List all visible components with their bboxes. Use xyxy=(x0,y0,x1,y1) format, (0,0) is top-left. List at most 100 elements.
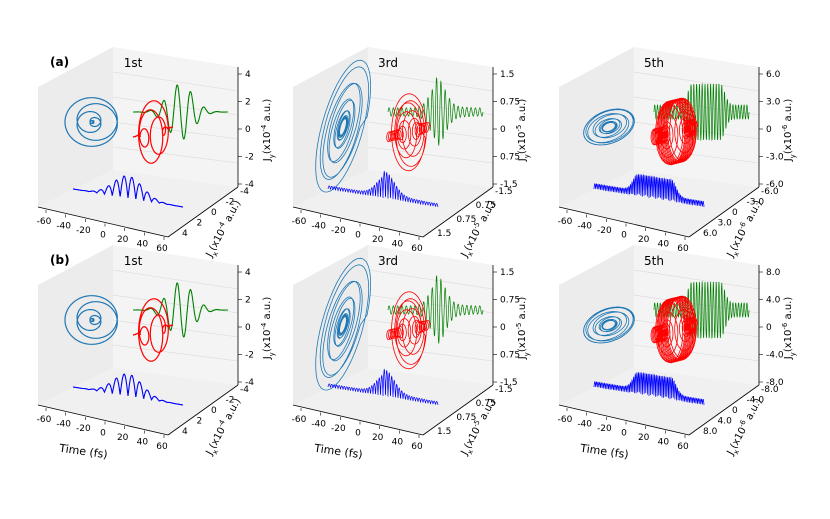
time-tick-label: -60 xyxy=(37,415,52,425)
floor-oscillation-curve xyxy=(72,175,184,208)
time-tick-label: 20 xyxy=(372,433,384,443)
jy-tick-label: -1.5 xyxy=(500,180,518,190)
panels: 1st-60 -40 -20 0 20 40 60-4-2024-4-2024Jx(x10-… xyxy=(37,47,797,461)
time-axis-label: Time (fs) xyxy=(313,442,364,462)
time-tick-label: 0 xyxy=(100,231,106,241)
grid-line xyxy=(633,269,760,290)
polarization-3d-curve xyxy=(132,298,174,362)
jx-axis-line xyxy=(688,186,760,238)
panel-title: 1st xyxy=(124,254,143,268)
grid-line xyxy=(367,269,494,290)
time-axis-line xyxy=(558,206,690,238)
jx-tick-label: 0 xyxy=(211,208,217,218)
jx-tick-label: 6.0 xyxy=(703,229,718,239)
grid-line xyxy=(367,121,494,140)
time-tick-label: -20 xyxy=(76,424,91,434)
wall-oscillation-curve xyxy=(653,280,750,340)
jy-tick-label: 6.0 xyxy=(766,70,781,80)
jy-tick-label: 0 xyxy=(245,323,251,333)
jy-tick-label: 8.0 xyxy=(766,268,781,278)
grid-line xyxy=(112,121,239,140)
row-label-b: (b) xyxy=(50,253,70,267)
jy-tick-label: -4 xyxy=(245,180,254,190)
panel-b-5th: 5th-60 -40 -20 0 20 40 60-8.0-4.004.08.0-8.0-4… xyxy=(558,245,797,461)
jx-jy-projection-curve xyxy=(64,97,118,147)
jx-tick-label: 0 xyxy=(732,406,738,416)
wall-oscillation-curve xyxy=(133,84,228,140)
grid-line xyxy=(367,319,494,338)
jx-jy-projection-curve xyxy=(583,306,635,344)
grid-line xyxy=(633,344,760,362)
jy-axis-label: Jy(x10-6 a.u.) xyxy=(781,297,797,361)
time-tick-label: 20 xyxy=(372,235,384,245)
time-tick-label: 40 xyxy=(658,240,670,250)
grid-line xyxy=(633,96,760,116)
time-tick-label: -20 xyxy=(331,226,346,236)
panel-title: 3rd xyxy=(378,254,398,268)
time-tick-label: -60 xyxy=(292,415,307,425)
jy-tick-label: 0 xyxy=(500,323,506,333)
time-tick-label: -20 xyxy=(597,226,612,236)
time-tick-label: 20 xyxy=(638,235,650,245)
jy-tick-label: -3.0 xyxy=(766,153,784,163)
jy-tick-label: -2 xyxy=(245,153,254,163)
grid-line xyxy=(633,71,760,92)
time-tick-label: -60 xyxy=(37,217,52,227)
jx-tick-label: -2 xyxy=(226,198,235,208)
jx-tick-label: -1.5 xyxy=(495,187,513,197)
jy-tick-label: 1.5 xyxy=(500,70,514,80)
back-pane xyxy=(113,47,238,187)
back-pane xyxy=(634,245,759,385)
jx-axis-line xyxy=(422,384,494,436)
wall-oscillation-curve xyxy=(387,77,484,146)
time-tick-label: 20 xyxy=(117,433,129,443)
time-axis-label: Time (fs) xyxy=(579,442,630,462)
time-tick-label: 60 xyxy=(411,442,423,452)
time-tick-label: 60 xyxy=(156,442,168,452)
jy-tick-label: -4 xyxy=(245,378,254,388)
jy-tick-label: 3.0 xyxy=(766,98,781,108)
time-tick-label: -40 xyxy=(311,420,326,430)
jy-axis-label: Jy(x10-5 a.u.) xyxy=(515,297,531,361)
time-axis-line xyxy=(37,206,169,238)
jy-axis-label: Jy(x10-4 a.u.) xyxy=(260,297,276,361)
time-tick-label: -60 xyxy=(292,217,307,227)
jx-tick-label: -6.0 xyxy=(761,187,779,197)
floor-pane xyxy=(293,170,493,237)
time-tick-label: 40 xyxy=(392,438,404,448)
jx-axis-line xyxy=(422,186,494,238)
jx-jy-projection-curve xyxy=(315,59,372,193)
jx-tick-label: 8.0 xyxy=(703,427,718,437)
time-tick-label: -40 xyxy=(577,222,592,232)
grid-line xyxy=(112,71,239,92)
jx-tick-label: -4.0 xyxy=(747,396,765,406)
side-pane xyxy=(38,47,113,207)
jx-tick-label: -8.0 xyxy=(761,385,779,395)
polarization-3d-curve xyxy=(386,93,431,172)
time-axis-line xyxy=(292,404,424,436)
time-tick-label: 40 xyxy=(658,438,670,448)
panel-title: 5th xyxy=(644,254,664,268)
panel-a-3rd: 3rd-60 -40 -20 0 20 40 60-1.50.750.751.5-1.50.… xyxy=(292,47,531,261)
time-tick-label: 60 xyxy=(156,244,168,254)
jy-tick-label: 4 xyxy=(245,70,251,80)
time-tick-label: -40 xyxy=(56,222,71,232)
jx-tick-label: 0.75 xyxy=(456,413,476,423)
jx-axis-line xyxy=(167,186,239,238)
wall-oscillation-curve xyxy=(387,275,484,344)
floor-oscillation-curve xyxy=(593,371,705,406)
jy-axis-label: Jy(x10-5 a.u.) xyxy=(515,99,531,163)
jy-tick-label: -8.0 xyxy=(766,378,784,388)
jx-tick-label: 2 xyxy=(197,417,203,427)
panel-title: 1st xyxy=(124,56,143,70)
jy-tick-label: -2 xyxy=(245,351,254,361)
time-tick-label: 60 xyxy=(677,244,689,254)
time-axis-line xyxy=(558,404,690,436)
jy-tick-label: 0 xyxy=(500,125,506,135)
grid-line xyxy=(633,294,760,314)
time-tick-label: -60 xyxy=(558,415,573,425)
jx-tick-label: 0 xyxy=(732,208,738,218)
time-axis-label: Time (fs) xyxy=(58,442,109,462)
jy-tick-label: -6.0 xyxy=(766,180,784,190)
jx-tick-label: -3.0 xyxy=(747,198,765,208)
